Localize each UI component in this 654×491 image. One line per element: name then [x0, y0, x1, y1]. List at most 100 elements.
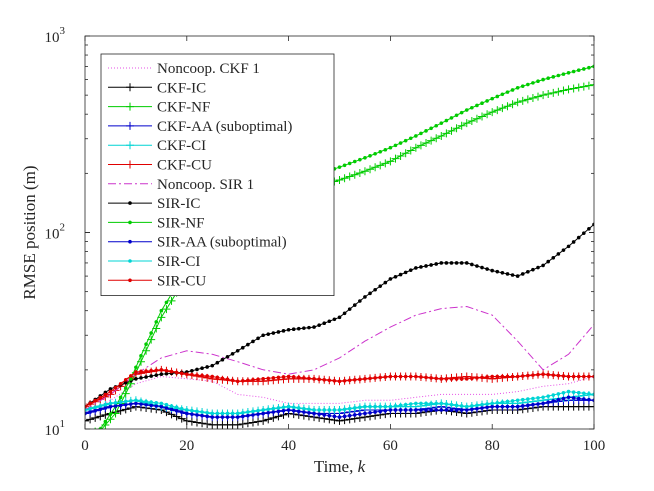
x-tick-labels: 0 20 40 60 80 100	[81, 438, 605, 454]
data-point	[360, 167, 369, 176]
data-point	[363, 377, 367, 381]
data-point	[541, 372, 545, 377]
data-point	[118, 403, 123, 408]
data-point	[240, 410, 245, 415]
data-point	[424, 401, 428, 406]
data-point	[584, 81, 593, 90]
data-point	[129, 399, 133, 403]
data-point	[416, 141, 425, 150]
data-point	[210, 411, 215, 416]
data-point	[225, 415, 230, 419]
data-point	[480, 375, 484, 380]
data-point	[139, 353, 143, 358]
data-point	[536, 265, 540, 270]
data-point	[393, 374, 398, 379]
data-point	[556, 73, 561, 78]
data-point	[526, 403, 530, 408]
data-point	[408, 268, 413, 272]
data-point	[230, 411, 235, 416]
data-point	[174, 408, 179, 413]
data-point	[373, 151, 377, 156]
data-point	[439, 377, 444, 381]
data-point	[531, 396, 535, 401]
legend-marker	[128, 201, 132, 205]
data-point	[490, 96, 495, 101]
data-point	[564, 85, 573, 94]
data-point	[108, 389, 113, 394]
data-point	[246, 413, 250, 418]
data-point	[276, 406, 281, 410]
data-point	[215, 360, 220, 365]
data-point	[459, 261, 464, 265]
data-point	[302, 376, 306, 380]
data-point	[414, 374, 418, 379]
data-point	[475, 406, 479, 411]
data-point	[134, 398, 138, 403]
data-point	[286, 408, 291, 412]
data-point	[424, 129, 428, 133]
data-point	[286, 327, 291, 332]
data-point	[327, 413, 332, 418]
data-point	[159, 401, 164, 406]
data-point	[291, 405, 296, 410]
data-point	[366, 165, 375, 174]
data-point	[526, 270, 530, 274]
data-point	[480, 406, 484, 410]
data-point	[434, 408, 439, 412]
data-point	[164, 368, 169, 373]
data-point	[230, 351, 235, 356]
legend-label: SIR-AA (suboptimal)	[157, 235, 287, 251]
legend-entry: CKF-NF	[108, 100, 210, 116]
data-point	[526, 82, 530, 87]
data-point	[408, 402, 413, 406]
data-point	[444, 408, 449, 412]
data-point	[566, 70, 571, 75]
data-point	[129, 402, 133, 406]
data-point	[383, 280, 388, 285]
data-point	[386, 157, 395, 166]
series-1	[85, 402, 594, 429]
data-point	[134, 377, 138, 381]
data-point	[403, 408, 408, 412]
series-11	[85, 368, 594, 409]
data-point	[347, 161, 352, 166]
data-point	[556, 397, 561, 402]
data-point	[322, 378, 327, 382]
data-point	[220, 411, 225, 416]
data-point	[235, 349, 240, 353]
data-point	[327, 319, 332, 324]
data-point	[403, 138, 408, 143]
data-point	[490, 401, 495, 406]
data-point	[246, 378, 250, 383]
data-point	[93, 398, 97, 403]
legend-label: SIR-CI	[157, 254, 200, 270]
data-point	[322, 413, 327, 417]
legend-entry: SIR-NF	[108, 215, 205, 231]
data-point	[376, 161, 385, 170]
data-point	[488, 108, 497, 117]
series-9	[85, 395, 594, 419]
data-point	[98, 395, 103, 400]
data-point	[233, 420, 242, 429]
data-point	[159, 308, 164, 313]
data-point	[459, 377, 464, 381]
data-point	[414, 401, 418, 406]
data-point	[541, 77, 545, 82]
data-point	[590, 80, 594, 89]
legend-label: CKF-CI	[157, 138, 206, 154]
data-point	[93, 408, 97, 413]
data-point	[373, 287, 377, 292]
data-point	[85, 404, 87, 409]
data-point	[200, 366, 204, 371]
data-point	[243, 419, 252, 428]
data-point	[144, 399, 148, 404]
data-point	[149, 374, 153, 378]
data-point	[388, 145, 393, 150]
data-point	[190, 408, 194, 413]
data-point	[378, 284, 383, 288]
data-point	[414, 266, 418, 270]
data-point	[495, 374, 500, 379]
data-point	[576, 390, 581, 395]
data-point	[434, 401, 439, 406]
data-point	[118, 400, 123, 404]
